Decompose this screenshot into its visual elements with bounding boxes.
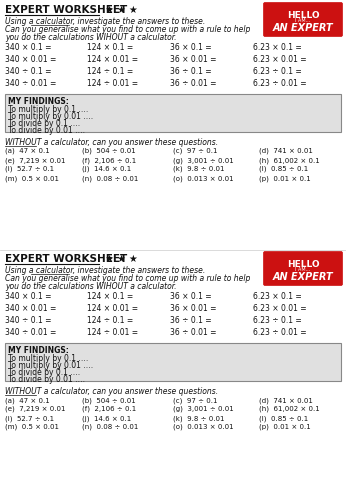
Text: (i)  52.7 ÷ 0.1: (i) 52.7 ÷ 0.1 — [5, 166, 54, 172]
Text: Using a calculator, investigate the answers to these.: Using a calculator, investigate the answ… — [5, 266, 205, 275]
Text: 340 × 0.01 =: 340 × 0.01 = — [5, 55, 56, 64]
Text: 340 ÷ 0.1 =: 340 ÷ 0.1 = — [5, 67, 52, 76]
Text: (f)  2,106 ÷ 0.1: (f) 2,106 ÷ 0.1 — [82, 406, 136, 412]
Text: (g)  3,001 ÷ 0.01: (g) 3,001 ÷ 0.01 — [173, 157, 234, 164]
Text: 6.23 ÷ 0.01 =: 6.23 ÷ 0.01 = — [253, 79, 307, 88]
Text: (g)  3,001 ÷ 0.01: (g) 3,001 ÷ 0.01 — [173, 406, 234, 412]
Text: 6.23 × 0.1 =: 6.23 × 0.1 = — [253, 292, 302, 301]
Text: To divide by 0.1 ….: To divide by 0.1 …. — [8, 119, 80, 128]
Text: WITHOUT a calculator, can you answer these questions.: WITHOUT a calculator, can you answer the… — [5, 138, 218, 147]
Text: (n)  0.08 ÷ 0.01: (n) 0.08 ÷ 0.01 — [82, 424, 138, 430]
Text: 340 ÷ 0.01 =: 340 ÷ 0.01 = — [5, 328, 56, 337]
Text: MY FINDINGS:: MY FINDINGS: — [8, 346, 69, 355]
Text: 6.23 ÷ 0.1 =: 6.23 ÷ 0.1 = — [253, 67, 302, 76]
Text: HELLO: HELLO — [287, 260, 319, 269]
Text: 124 × 0.1 =: 124 × 0.1 = — [87, 292, 133, 301]
Text: (l)  0.85 ÷ 0.1: (l) 0.85 ÷ 0.1 — [259, 415, 308, 422]
Text: To multiply by 0.1 ….: To multiply by 0.1 …. — [8, 354, 88, 363]
Text: 36 ÷ 0.1 =: 36 ÷ 0.1 = — [170, 316, 212, 325]
Text: (h)  61,002 × 0.1: (h) 61,002 × 0.1 — [259, 406, 320, 412]
Text: 340 ÷ 0.01 =: 340 ÷ 0.01 = — [5, 79, 56, 88]
Text: To divide by 0.01 ….: To divide by 0.01 …. — [8, 126, 85, 135]
Text: 124 × 0.01 =: 124 × 0.01 = — [87, 55, 138, 64]
Text: EXPERT WORKSHEET: EXPERT WORKSHEET — [5, 5, 127, 15]
Text: (a)  47 × 0.1: (a) 47 × 0.1 — [5, 148, 50, 154]
Text: (n)  0.08 ÷ 0.01: (n) 0.08 ÷ 0.01 — [82, 175, 138, 182]
Text: 340 × 0.01 =: 340 × 0.01 = — [5, 304, 56, 313]
Text: I AM...: I AM... — [295, 267, 311, 272]
Text: (i)  52.7 ÷ 0.1: (i) 52.7 ÷ 0.1 — [5, 415, 54, 422]
Text: To divide by 0.01 ….: To divide by 0.01 …. — [8, 375, 85, 384]
FancyBboxPatch shape — [264, 252, 343, 286]
Text: (k)  9.8 ÷ 0.01: (k) 9.8 ÷ 0.01 — [173, 166, 225, 172]
Text: (o)  0.013 × 0.01: (o) 0.013 × 0.01 — [173, 175, 234, 182]
Text: (c)  97 ÷ 0.1: (c) 97 ÷ 0.1 — [173, 397, 218, 404]
Text: 6.23 ÷ 0.01 =: 6.23 ÷ 0.01 = — [253, 328, 307, 337]
Text: you do the calculations WIHOUT a calculator.: you do the calculations WIHOUT a calcula… — [5, 33, 176, 42]
Text: (b)  504 ÷ 0.01: (b) 504 ÷ 0.01 — [82, 397, 136, 404]
Text: 6.23 × 0.01 =: 6.23 × 0.01 = — [253, 304, 307, 313]
Text: 36 ÷ 0.1 =: 36 ÷ 0.1 = — [170, 67, 212, 76]
Text: To multiply by 0.01 ….: To multiply by 0.01 …. — [8, 361, 93, 370]
Text: (m)  0.5 × 0.01: (m) 0.5 × 0.01 — [5, 424, 59, 430]
Text: (o)  0.013 × 0.01: (o) 0.013 × 0.01 — [173, 424, 234, 430]
Text: WITHOUT a calculator, can you answer these questions.: WITHOUT a calculator, can you answer the… — [5, 387, 218, 396]
Text: 6.23 × 0.1 =: 6.23 × 0.1 = — [253, 43, 302, 52]
Text: 6.23 ÷ 0.1 =: 6.23 ÷ 0.1 = — [253, 316, 302, 325]
Text: (j)  14.6 × 0.1: (j) 14.6 × 0.1 — [82, 166, 131, 172]
Text: MY FINDINGS:: MY FINDINGS: — [8, 97, 69, 106]
Text: Can you generalise what you find to come up with a rule to help: Can you generalise what you find to come… — [5, 274, 251, 283]
Text: 124 × 0.01 =: 124 × 0.01 = — [87, 304, 138, 313]
Text: EXPERT WORKSHEET: EXPERT WORKSHEET — [5, 254, 127, 264]
Text: 36 × 0.1 =: 36 × 0.1 = — [170, 292, 212, 301]
Text: 36 × 0.01 =: 36 × 0.01 = — [170, 304, 217, 313]
Text: (h)  61,002 × 0.1: (h) 61,002 × 0.1 — [259, 157, 320, 164]
Text: 124 × 0.1 =: 124 × 0.1 = — [87, 43, 133, 52]
Text: To multiply by 0.1 ….: To multiply by 0.1 …. — [8, 105, 88, 114]
Text: (a)  47 × 0.1: (a) 47 × 0.1 — [5, 397, 50, 404]
Text: ★ ★ ★: ★ ★ ★ — [99, 254, 138, 264]
Text: 340 × 0.1 =: 340 × 0.1 = — [5, 43, 52, 52]
Text: 36 ÷ 0.01 =: 36 ÷ 0.01 = — [170, 79, 217, 88]
Text: (j)  14.6 × 0.1: (j) 14.6 × 0.1 — [82, 415, 131, 422]
Text: AN EXPERT: AN EXPERT — [273, 23, 333, 33]
Text: To divide by 0.1 ….: To divide by 0.1 …. — [8, 368, 80, 377]
Text: you do the calculations WIHOUT a calculator.: you do the calculations WIHOUT a calcula… — [5, 282, 176, 291]
Text: (k)  9.8 ÷ 0.01: (k) 9.8 ÷ 0.01 — [173, 415, 225, 422]
Text: 340 ÷ 0.1 =: 340 ÷ 0.1 = — [5, 316, 52, 325]
Text: (d)  741 × 0.01: (d) 741 × 0.01 — [259, 148, 313, 154]
Text: 340 × 0.1 =: 340 × 0.1 = — [5, 292, 52, 301]
Text: (f)  2,106 ÷ 0.1: (f) 2,106 ÷ 0.1 — [82, 157, 136, 164]
FancyBboxPatch shape — [264, 2, 343, 36]
Text: (c)  97 ÷ 0.1: (c) 97 ÷ 0.1 — [173, 148, 218, 154]
FancyBboxPatch shape — [5, 94, 341, 132]
Text: Can you generalise what you find to come up with a rule to help: Can you generalise what you find to come… — [5, 25, 251, 34]
Text: 36 × 0.01 =: 36 × 0.01 = — [170, 55, 217, 64]
Text: (p)  0.01 × 0.1: (p) 0.01 × 0.1 — [259, 175, 311, 182]
Text: I AM...: I AM... — [295, 18, 311, 23]
Text: HELLO: HELLO — [287, 11, 319, 20]
FancyBboxPatch shape — [5, 343, 341, 381]
Text: 124 ÷ 0.01 =: 124 ÷ 0.01 = — [87, 79, 138, 88]
Text: To multiply by 0.01 ….: To multiply by 0.01 …. — [8, 112, 93, 121]
Text: 36 × 0.1 =: 36 × 0.1 = — [170, 43, 212, 52]
Text: 124 ÷ 0.1 =: 124 ÷ 0.1 = — [87, 316, 133, 325]
Text: 124 ÷ 0.1 =: 124 ÷ 0.1 = — [87, 67, 133, 76]
Text: (b)  504 ÷ 0.01: (b) 504 ÷ 0.01 — [82, 148, 136, 154]
Text: 6.23 × 0.01 =: 6.23 × 0.01 = — [253, 55, 307, 64]
Text: (d)  741 × 0.01: (d) 741 × 0.01 — [259, 397, 313, 404]
Text: (e)  7,219 × 0.01: (e) 7,219 × 0.01 — [5, 406, 65, 412]
Text: (l)  0.85 ÷ 0.1: (l) 0.85 ÷ 0.1 — [259, 166, 308, 172]
Text: AN EXPERT: AN EXPERT — [273, 272, 333, 282]
Text: 124 ÷ 0.01 =: 124 ÷ 0.01 = — [87, 328, 138, 337]
Text: 36 ÷ 0.01 =: 36 ÷ 0.01 = — [170, 328, 217, 337]
Text: (e)  7,219 × 0.01: (e) 7,219 × 0.01 — [5, 157, 65, 164]
Text: (p)  0.01 × 0.1: (p) 0.01 × 0.1 — [259, 424, 311, 430]
Text: ★ ★ ★: ★ ★ ★ — [99, 5, 138, 15]
Text: (m)  0.5 × 0.01: (m) 0.5 × 0.01 — [5, 175, 59, 182]
Text: Using a calculator, investigate the answers to these.: Using a calculator, investigate the answ… — [5, 17, 205, 26]
